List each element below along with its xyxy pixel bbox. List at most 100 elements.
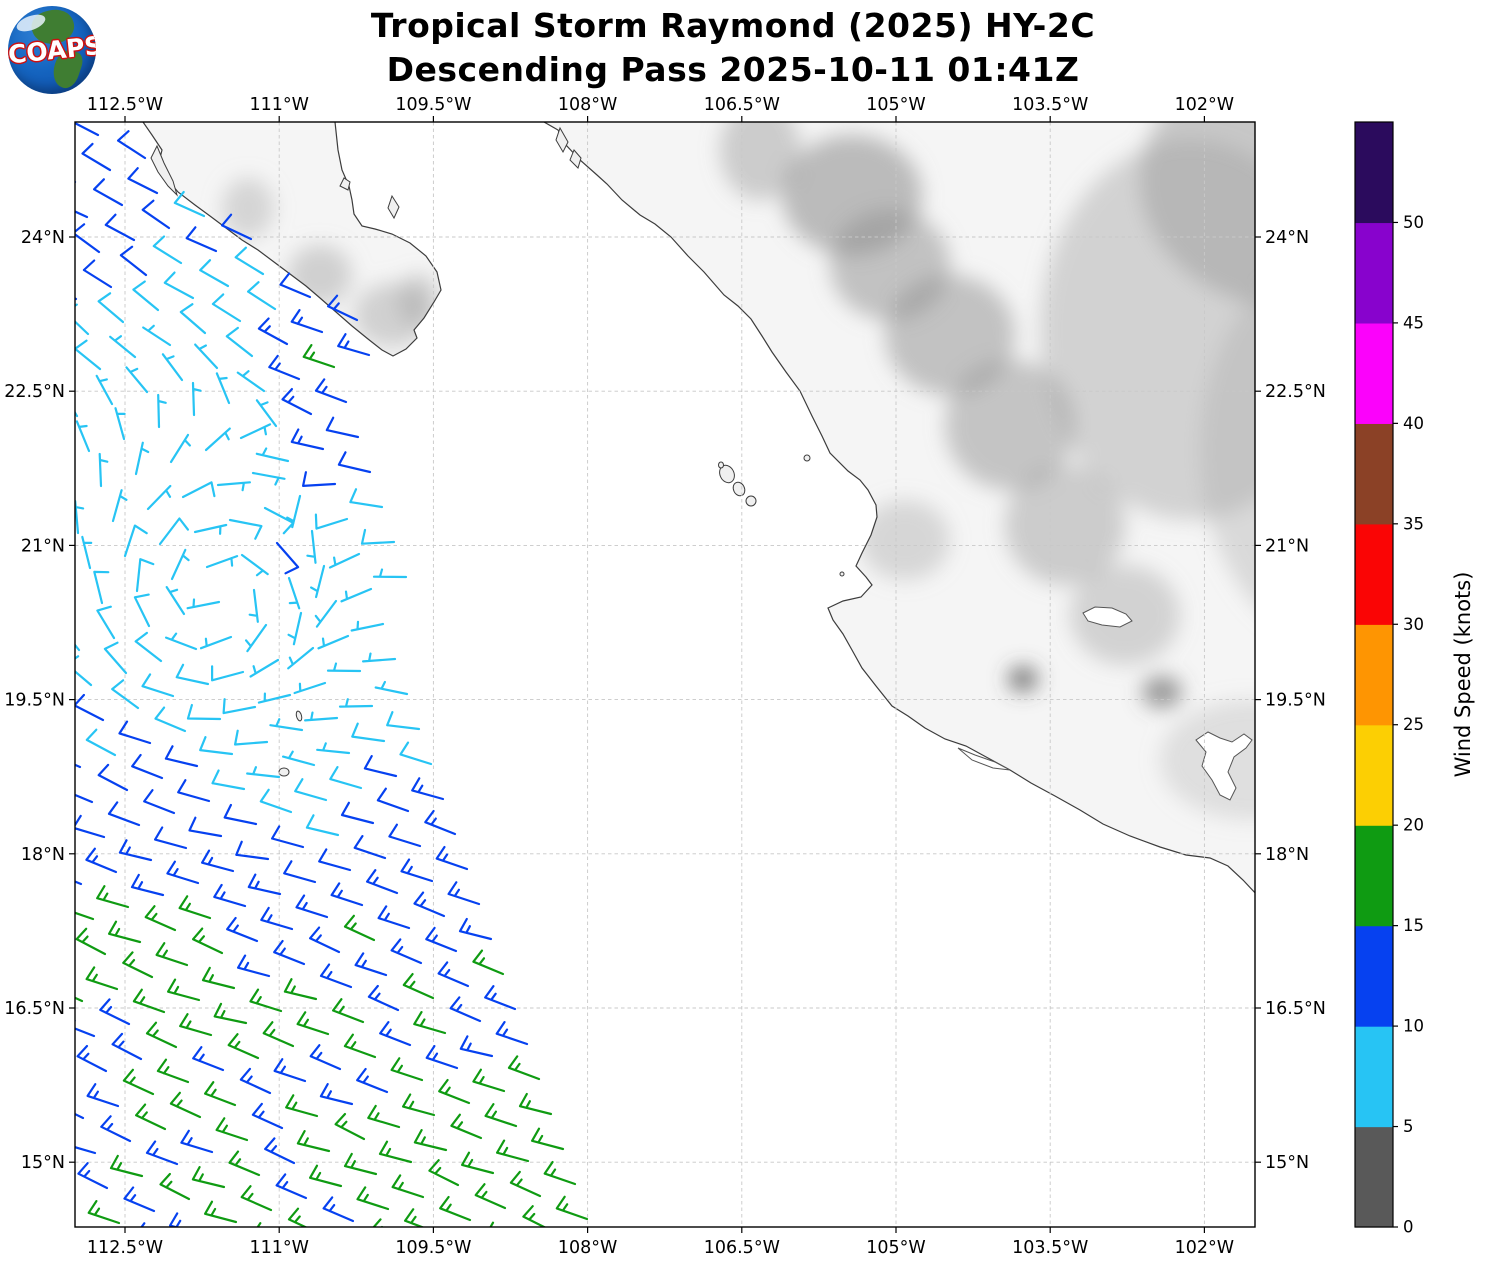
island bbox=[387, 194, 400, 220]
colorbar-segment bbox=[1355, 724, 1393, 826]
wind-barb bbox=[169, 1212, 182, 1227]
wind-barb bbox=[199, 736, 234, 756]
wind-barb bbox=[216, 481, 251, 492]
colorbar-tick-label: 15 bbox=[1403, 916, 1424, 935]
wind-barb bbox=[257, 317, 289, 346]
wind-barb bbox=[85, 847, 118, 874]
wind-barb bbox=[251, 471, 286, 486]
wind-barb bbox=[263, 506, 295, 535]
wind-barb bbox=[264, 1137, 296, 1165]
wind-barb bbox=[472, 949, 505, 976]
colorbar-tick-label: 0 bbox=[1403, 1218, 1414, 1237]
wind-barb bbox=[75, 122, 100, 137]
wind-barb bbox=[125, 366, 149, 394]
wind-barb bbox=[240, 1185, 273, 1212]
wind-barb bbox=[458, 917, 493, 941]
wind-barb bbox=[180, 1129, 214, 1154]
wind-barb bbox=[144, 905, 177, 932]
lon-tick-label-bottom: 105°W bbox=[866, 1238, 925, 1258]
wind-barb bbox=[99, 998, 131, 1026]
wind-barb bbox=[330, 882, 364, 907]
lat-tick-label-left: 15°N bbox=[21, 1153, 65, 1173]
colorbar-segment bbox=[1355, 925, 1393, 1027]
terrain-shading bbox=[222, 122, 1255, 820]
wind-barb bbox=[283, 978, 318, 1001]
wind-barb bbox=[159, 1172, 191, 1201]
wind-barb bbox=[213, 883, 247, 908]
wind-barb bbox=[118, 839, 153, 862]
wind-barb bbox=[111, 679, 140, 710]
wind-barb bbox=[81, 142, 112, 172]
wind-barb bbox=[179, 1013, 213, 1037]
colorbar-tick-label: 20 bbox=[1403, 816, 1424, 835]
wind-barb bbox=[122, 951, 154, 979]
wind-barb bbox=[235, 840, 270, 861]
wind-barb bbox=[135, 558, 155, 593]
wind-barb bbox=[245, 623, 268, 653]
lat-tick-label-right: 19.5°N bbox=[1265, 691, 1326, 711]
lat-tick-label-left: 16.5°N bbox=[4, 999, 65, 1019]
wind-barb bbox=[378, 1140, 413, 1164]
wind-barb bbox=[96, 885, 130, 909]
lat-tick-label-left: 24°N bbox=[21, 228, 65, 248]
wind-barb bbox=[75, 500, 85, 535]
wind-barb bbox=[447, 881, 481, 906]
wind-barb bbox=[123, 524, 148, 558]
wind-barb bbox=[234, 246, 265, 276]
wind-barb bbox=[157, 393, 167, 429]
wind-barb bbox=[186, 703, 222, 721]
wind-barb bbox=[225, 326, 254, 358]
wind-barb bbox=[75, 911, 95, 921]
colorbar-tick-label: 40 bbox=[1403, 414, 1424, 433]
island bbox=[150, 144, 179, 197]
wind-barb bbox=[425, 1045, 459, 1070]
wind-barb bbox=[75, 210, 89, 219]
wind-barb bbox=[437, 961, 470, 988]
wind-barb bbox=[201, 849, 235, 873]
wind-barb bbox=[108, 920, 142, 944]
wind-barb bbox=[161, 353, 184, 382]
lat-tick-label-left: 22.5°N bbox=[4, 382, 65, 402]
lon-tick-label-top: 106.5°W bbox=[704, 95, 780, 115]
wind-barb bbox=[164, 745, 199, 768]
wind-barb bbox=[309, 1164, 343, 1188]
wind-barb bbox=[96, 605, 116, 640]
colorbar-tick-label: 30 bbox=[1403, 615, 1424, 634]
wind-barb bbox=[309, 926, 341, 954]
wind-barb bbox=[213, 1002, 248, 1025]
wind-barb bbox=[152, 235, 183, 265]
lat-tick-label-right: 15°N bbox=[1265, 1153, 1309, 1173]
wind-barb bbox=[360, 528, 396, 545]
wind-barb bbox=[247, 281, 277, 311]
island bbox=[839, 571, 845, 577]
wind-barb bbox=[326, 662, 362, 673]
wind-barb bbox=[255, 447, 290, 463]
wind-barb bbox=[376, 787, 410, 813]
wind-barb bbox=[122, 1068, 155, 1096]
wind-barb bbox=[154, 706, 187, 733]
figure-title: Tropical Storm Raymond (2025) HY-2C Desc… bbox=[80, 4, 1386, 92]
wind-barb bbox=[404, 1208, 425, 1227]
wind-barb bbox=[294, 778, 328, 802]
wind-barb bbox=[356, 1186, 390, 1211]
wind-barb bbox=[107, 801, 141, 827]
wind-barb bbox=[302, 344, 336, 369]
wind-barb bbox=[103, 641, 128, 675]
wind-barb bbox=[338, 698, 374, 708]
wind-barb bbox=[75, 793, 94, 804]
wind-barb bbox=[154, 826, 188, 850]
wind-barb bbox=[158, 517, 189, 546]
wind-barb bbox=[496, 1139, 530, 1163]
wind-barb bbox=[228, 518, 263, 540]
colorbar-tick-label: 45 bbox=[1403, 313, 1424, 332]
wind-barb bbox=[177, 779, 211, 803]
colorbar-tick-label: 10 bbox=[1403, 1017, 1424, 1036]
wind-barb bbox=[228, 1150, 261, 1177]
wind-barb bbox=[281, 388, 313, 416]
wind-barb bbox=[215, 372, 231, 405]
wind-barb bbox=[109, 1154, 144, 1178]
wind-barb bbox=[372, 1218, 384, 1227]
wind-barb bbox=[296, 1130, 331, 1153]
colorbar-frame bbox=[1354, 121, 1394, 1228]
